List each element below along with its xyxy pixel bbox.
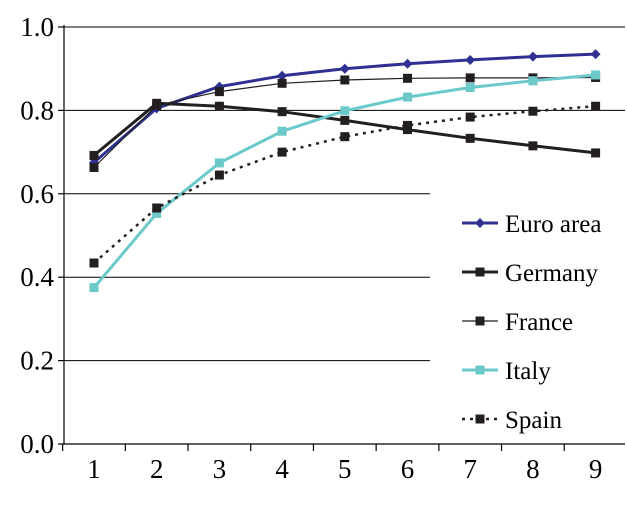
data-point-euro-area xyxy=(465,54,476,65)
legend: Euro area Germany France Italy Spain xyxy=(462,211,601,434)
data-point-spain xyxy=(89,258,99,268)
y-tick-label: 0.4 xyxy=(20,262,54,292)
legend-item-spain: Spain xyxy=(462,407,562,434)
legend-item-euro-area: Euro area xyxy=(462,211,601,238)
data-point-euro-area xyxy=(339,63,350,74)
data-point-france xyxy=(89,163,99,173)
data-point-france xyxy=(214,87,224,97)
data-point-france xyxy=(340,75,350,85)
x-tick-label: 4 xyxy=(275,454,289,484)
series-italy xyxy=(89,70,601,293)
x-tick-label: 9 xyxy=(589,454,603,484)
data-point-euro-area xyxy=(277,70,288,81)
data-point-italy xyxy=(340,106,350,116)
data-point-italy xyxy=(528,76,538,86)
legend-item-germany: Germany xyxy=(462,260,599,287)
data-point-italy xyxy=(403,92,412,102)
data-point-germany xyxy=(214,101,224,111)
x-tick-label: 8 xyxy=(526,454,540,484)
data-point-spain xyxy=(403,120,412,130)
data-point-italy xyxy=(214,158,224,168)
data-point-euro-area xyxy=(590,49,601,60)
data-point-italy xyxy=(591,70,601,80)
y-tick-label: 0.8 xyxy=(20,95,54,125)
data-point-spain xyxy=(340,132,350,142)
y-tick-label: 0.2 xyxy=(20,346,54,376)
series-line-spain xyxy=(93,104,596,264)
data-point-spain xyxy=(465,112,475,122)
series-group xyxy=(89,49,601,293)
data-point-euro-area xyxy=(402,58,413,69)
legend-label: Germany xyxy=(505,260,599,287)
legend-label: Euro area xyxy=(505,211,601,238)
legend-label: France xyxy=(505,309,573,336)
data-point-france xyxy=(465,73,475,83)
axes: 0.0 0.2 0.4 0.6 0.8 1.0 1 2 3 4 5 6 7 8 9 xyxy=(20,12,625,484)
data-point-italy xyxy=(277,126,287,136)
data-point-germany xyxy=(528,141,538,151)
legend-item-italy: Italy xyxy=(462,358,551,385)
data-point-germany xyxy=(277,107,287,117)
data-point-germany xyxy=(340,115,350,125)
x-tick-label: 2 xyxy=(150,454,164,484)
data-point-italy xyxy=(152,208,162,218)
data-point-france xyxy=(277,78,287,88)
y-tick-label: 0.0 xyxy=(20,429,54,459)
data-point-italy xyxy=(465,82,475,92)
data-point-germany xyxy=(89,150,99,160)
legend-label: Italy xyxy=(505,358,551,385)
x-tick-label: 6 xyxy=(401,454,415,484)
data-point-france xyxy=(403,73,412,83)
x-tick-label: 3 xyxy=(213,454,227,484)
data-point-france xyxy=(152,100,162,110)
data-point-spain xyxy=(277,147,287,157)
legend-swatch-marker xyxy=(475,267,485,277)
data-point-germany xyxy=(591,148,601,158)
legend-item-france: France xyxy=(462,309,573,336)
data-point-spain xyxy=(528,106,538,116)
legend-swatch-marker xyxy=(475,218,485,228)
data-point-germany xyxy=(465,133,475,143)
data-point-spain xyxy=(152,203,162,213)
legend-swatch-marker xyxy=(475,365,485,375)
y-tick-label: 1.0 xyxy=(20,12,54,42)
x-tick-label: 7 xyxy=(463,454,477,484)
legend-swatch-marker xyxy=(475,414,485,424)
data-point-italy xyxy=(89,283,99,293)
x-tick-label: 1 xyxy=(87,454,101,484)
data-point-spain xyxy=(214,170,224,180)
data-point-spain xyxy=(591,101,601,111)
data-point-euro-area xyxy=(527,51,538,62)
y-tick-label: 0.6 xyxy=(20,179,54,209)
legend-swatch-marker xyxy=(475,316,485,326)
legend-label: Spain xyxy=(505,407,562,434)
x-tick-label: 5 xyxy=(338,454,352,484)
series-spain xyxy=(89,101,601,268)
